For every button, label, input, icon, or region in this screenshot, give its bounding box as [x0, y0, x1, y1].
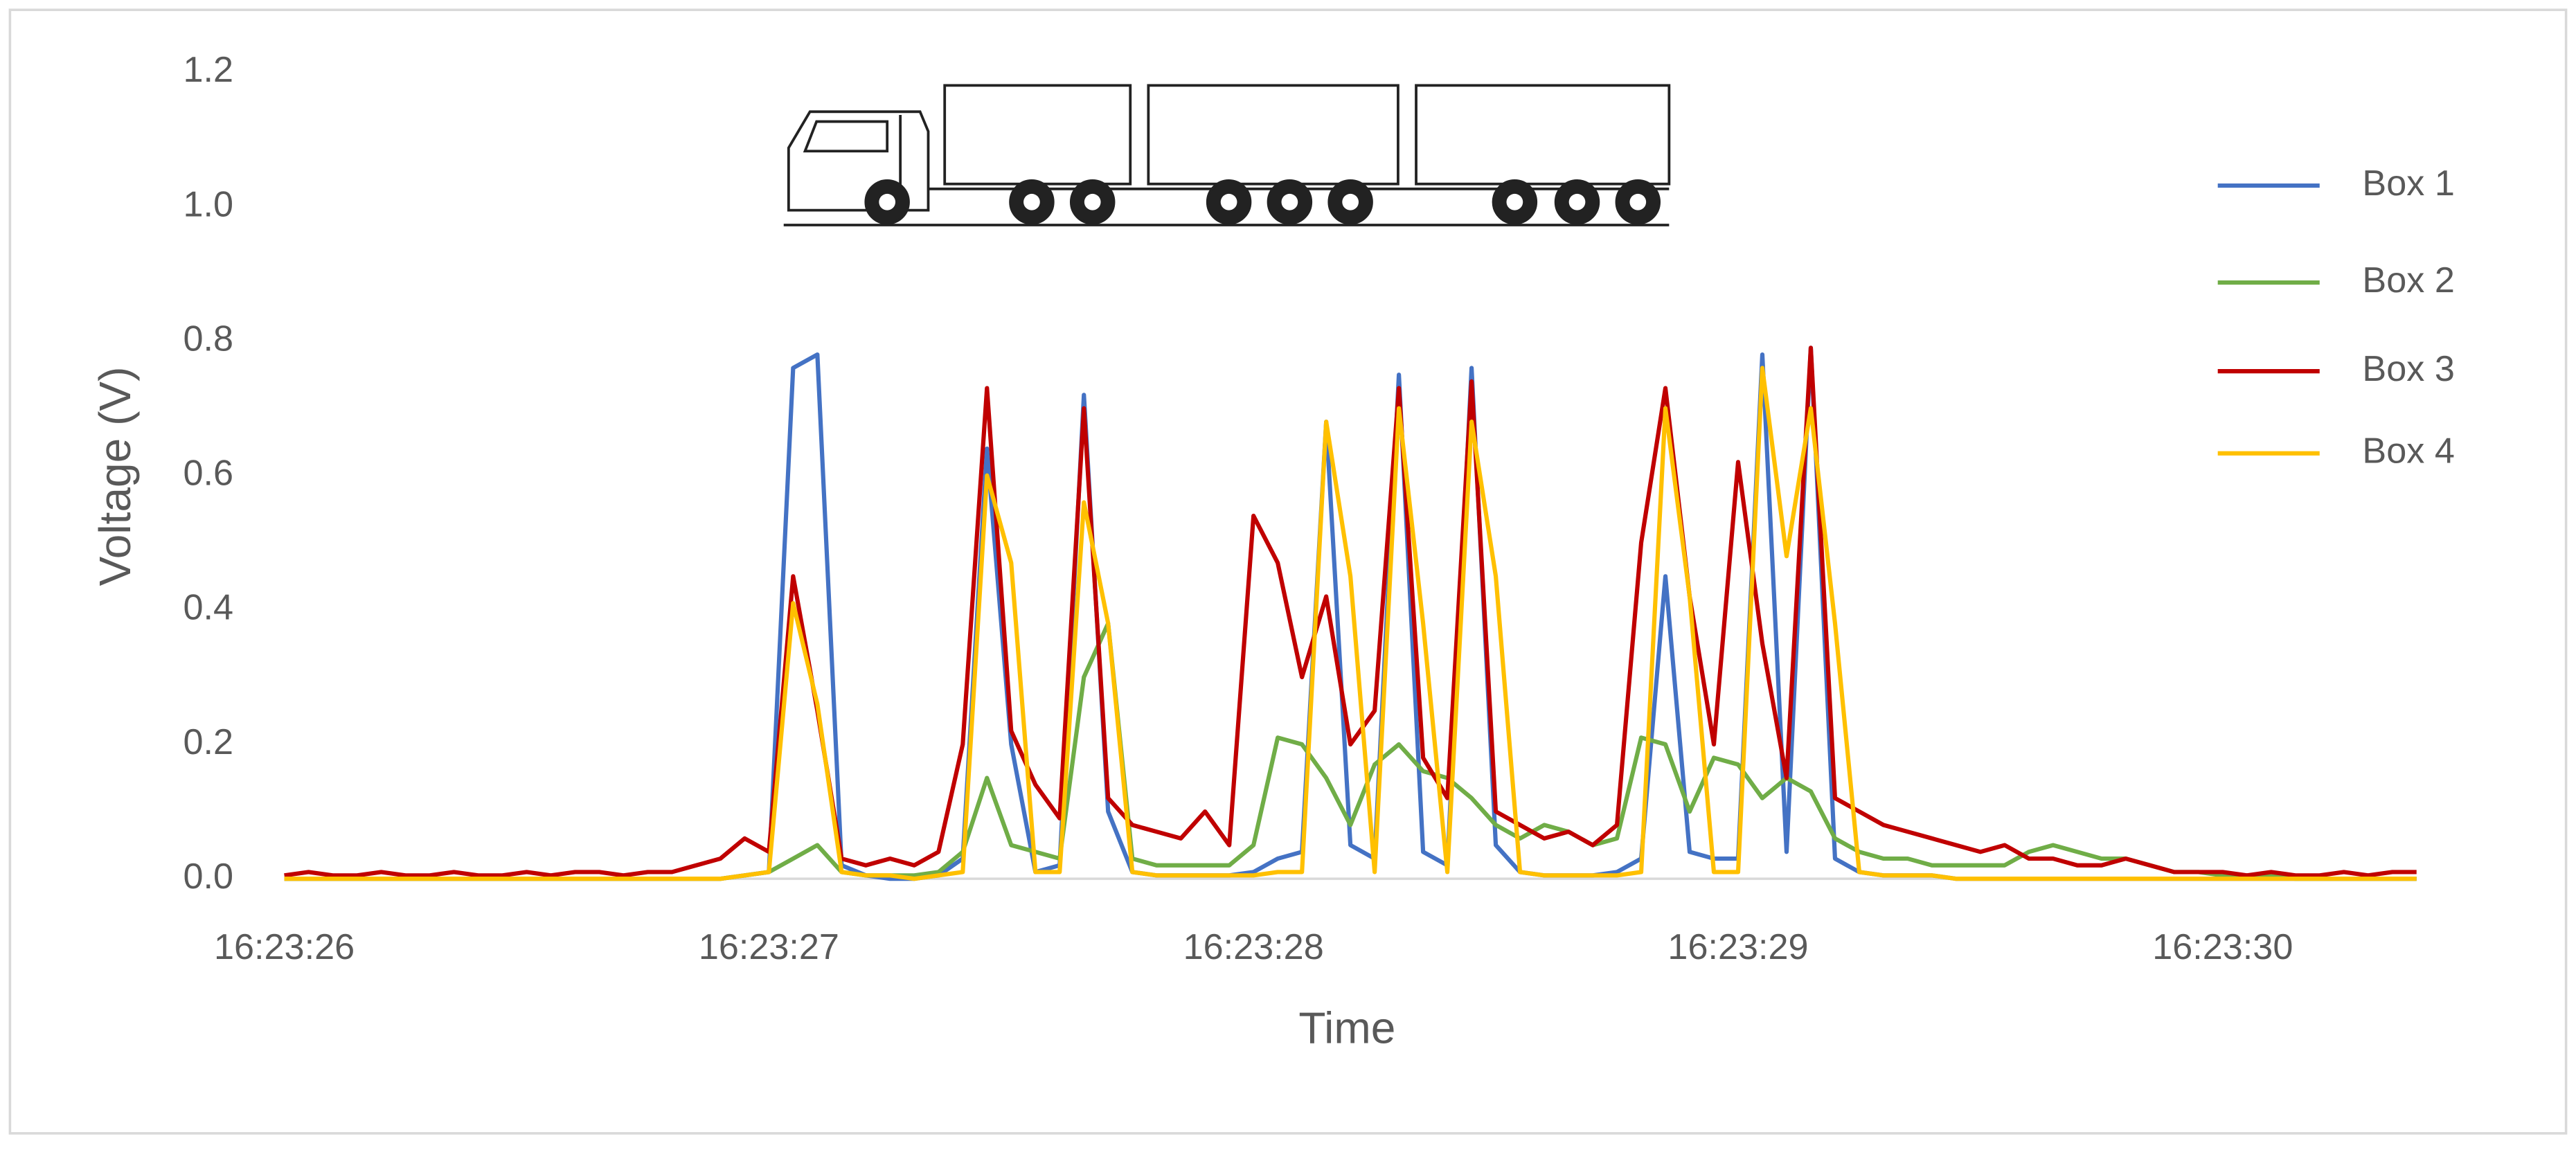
y-tick-label: 1.2 [183, 50, 233, 90]
legend-label: Box 4 [2362, 431, 2454, 472]
y-axis-title: Voltage (V) [90, 367, 140, 586]
y-tick-label: 0.2 [183, 722, 233, 762]
y-tick-label: 0.8 [183, 319, 233, 359]
truck-illustration [783, 84, 1671, 226]
series-line [284, 346, 2417, 878]
y-tick-label: 0.0 [183, 856, 233, 897]
x-tick-label: 16:23:29 [1667, 927, 1808, 967]
x-tick-label: 16:23:30 [2152, 927, 2293, 967]
x-axis-title: Time [1298, 1003, 1395, 1053]
legend-label: Box 3 [2362, 349, 2454, 389]
x-tick-label: 16:23:26 [214, 927, 355, 967]
x-tick-label: 16:23:28 [1183, 927, 1324, 967]
legend-label: Box 1 [2362, 163, 2454, 204]
y-tick-label: 0.4 [183, 588, 233, 628]
y-tick-label: 0.6 [183, 454, 233, 494]
legend-label: Box 2 [2362, 260, 2454, 301]
x-tick-label: 16:23:27 [699, 927, 839, 967]
y-tick-label: 1.0 [183, 184, 233, 224]
series-line [284, 366, 2417, 881]
